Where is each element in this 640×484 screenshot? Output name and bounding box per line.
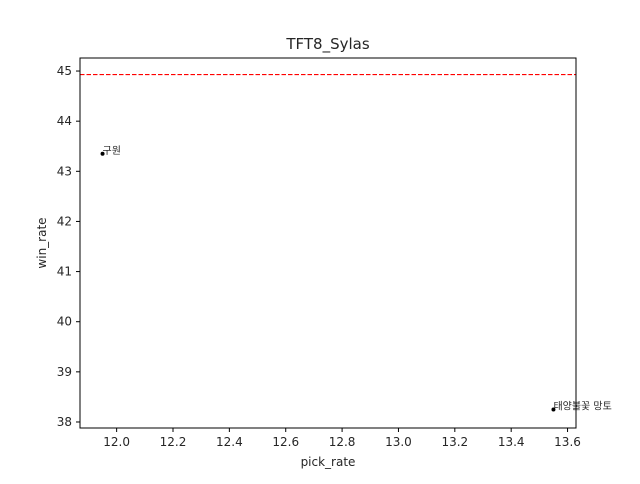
y-axis-ticks: 38 39 40 41 42 43 44 45 xyxy=(57,64,80,429)
x-tick-label: 12.2 xyxy=(160,435,187,449)
chart-title: TFT8_Sylas xyxy=(285,35,369,54)
x-tick-label: 12.4 xyxy=(216,435,243,449)
point-label: 구원 xyxy=(103,145,121,157)
x-tick-label: 13.4 xyxy=(498,435,525,449)
x-axis-label: pick_rate xyxy=(301,455,356,469)
x-tick-label: 13.6 xyxy=(554,435,581,449)
y-tick-label: 38 xyxy=(57,415,72,429)
y-axis-label: win_rate xyxy=(35,217,49,268)
y-tick-label: 45 xyxy=(57,64,72,78)
y-tick-label: 42 xyxy=(57,214,72,228)
y-tick-label: 41 xyxy=(57,265,72,279)
x-tick-label: 12.8 xyxy=(329,435,356,449)
x-axis-ticks: 12.0 12.2 12.4 12.6 12.8 13.0 13.2 13.4 13.6 xyxy=(103,428,581,449)
y-tick-label: 40 xyxy=(57,315,72,329)
point-label: 태양불꽃 망토 xyxy=(553,400,611,412)
scatter-point xyxy=(100,151,105,156)
x-tick-label: 12.6 xyxy=(272,435,299,449)
y-tick-label: 44 xyxy=(57,114,72,128)
x-tick-label: 13.2 xyxy=(441,435,468,449)
plot-frame xyxy=(79,57,577,429)
scatter-point xyxy=(551,407,556,412)
x-tick-label: 12.0 xyxy=(103,435,130,449)
x-tick-label: 13.0 xyxy=(385,435,412,449)
y-tick-label: 43 xyxy=(57,164,72,178)
y-tick-label: 39 xyxy=(57,365,72,379)
